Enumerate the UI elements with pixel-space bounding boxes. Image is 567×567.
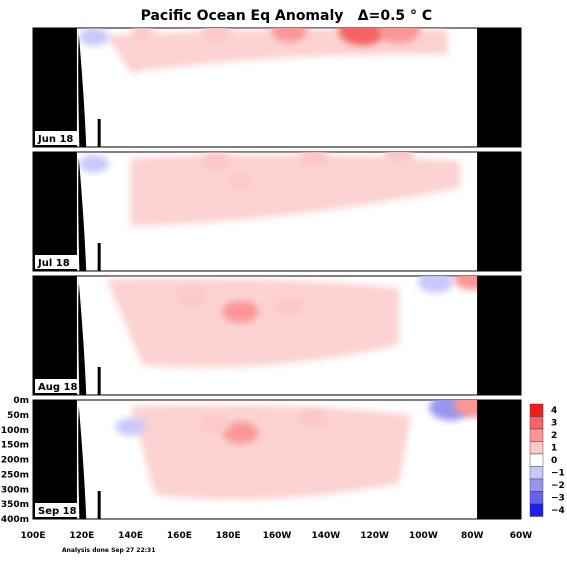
depth-tick-label: 350m [1,500,29,510]
longitude-tick-label: 100E [21,531,46,541]
colorbar-label: 1 [551,444,557,454]
anomaly-blob [417,276,454,293]
longitude-axis: 100E 120E 140E 160E 180E 160W 140W 120W 100W 80W 6… [21,531,533,541]
anomaly-blob [378,28,420,44]
colorbar-label: 3 [551,419,557,429]
colorbar-label: 0 [551,456,557,466]
anomaly-blob [222,300,259,323]
longitude-tick-label: 140W [311,531,340,541]
anomaly-blob [115,417,146,436]
panel-label: Jun 18 [35,131,79,145]
panel-4: Sep 18 [32,399,522,520]
anomaly-field [130,404,412,500]
longitude-tick-label: 160W [263,531,292,541]
panel-3: Aug 18 [32,275,522,396]
longitude-tick-label: 80W [461,531,484,541]
longitude-tick-label: 120W [360,531,389,541]
land-mask-islands [97,119,101,147]
anomaly-blob [298,408,329,427]
anomaly-blob [384,152,414,164]
panel-2: Jul 18 [32,151,522,272]
longitude-tick-label: 120E [69,531,94,541]
anomaly-blob [176,287,207,306]
longitude-tick-label: 60W [510,531,533,541]
depth-axis: 0m 50m 100m 150m 200m 250m 300m 350m 400m [1,396,29,525]
depth-tick-label: 400m [1,515,29,525]
panel-label: Jul 18 [35,255,79,269]
panel-label-text: Sep 18 [38,506,77,517]
panels: Jun 18 Jul 18 Aug 18 Sep 18 [32,27,522,520]
depth-tick-label: 50m [7,411,29,421]
land-mask-west [33,152,77,271]
land-mask-west [33,28,77,147]
colorbar-swatch [529,403,544,417]
colorbar-label: −4 [551,506,565,516]
colorbar-swatch [529,503,544,517]
colorbar-swatch [529,466,544,480]
anomaly-blob [228,174,253,189]
panel-label: Sep 18 [35,503,79,517]
chart-title: Pacific Ocean Eq Anomaly [141,8,344,24]
anomaly-blob [79,28,109,46]
anomaly-blob [338,28,387,46]
colorbar-swatch [529,478,544,492]
land-mask-islands [78,282,87,395]
colorbar-swatch [529,491,544,505]
colorbar-label: −1 [551,469,565,479]
depth-tick-label: 150m [1,441,29,451]
anomaly-blob [201,152,231,170]
panel-1: Jun 18 [32,27,522,148]
colorbar-label: −3 [551,494,565,504]
colorbar-swatch [529,441,544,455]
anomaly-blob [201,414,231,433]
contour-interval-label: Δ=0.5 ° C [358,8,432,24]
anomaly-blob [79,154,109,173]
panel-label-text: Aug 18 [38,382,77,393]
land-mask-islands [78,34,87,147]
colorbar-swatch [529,416,544,430]
colorbar: 4 3 2 1 0 −1 −2 −3 −4 [529,403,565,517]
land-mask-east [477,28,521,147]
depth-tick-label: 100m [1,426,29,436]
colorbar-label: −2 [551,481,565,491]
depth-tick-label: 250m [1,470,29,480]
anomaly-blob [298,152,329,167]
anomaly-blob [82,298,106,313]
colorbar-label: 2 [551,431,557,441]
anomaly-blob [130,28,155,40]
land-mask-east [477,152,521,271]
depth-tick-label: 0m [13,396,29,406]
land-mask-islands [97,367,101,395]
land-mask-islands [78,406,87,519]
panel-label-text: Jul 18 [37,258,70,269]
land-mask-east [477,276,521,395]
colorbar-label: 4 [551,406,557,416]
depth-tick-label: 300m [1,485,29,495]
longitude-tick-label: 180E [216,531,241,541]
depth-tick-label: 200m [1,456,29,466]
land-mask-islands [97,243,101,271]
analysis-note: Analysis done Sep 27 22:31 [62,547,155,554]
longitude-tick-label: 140E [118,531,143,541]
colorbar-swatch [529,453,544,467]
land-mask-east [477,400,521,519]
anomaly-blob [271,28,308,42]
panel-label-text: Jun 18 [37,134,73,145]
panel-label: Aug 18 [35,379,79,393]
longitude-tick-label: 100W [409,531,438,541]
anomaly-blob [274,296,305,315]
anomaly-blob [201,28,231,42]
anomaly-blob [222,421,259,444]
land-mask-west [33,276,77,395]
land-mask-west [33,400,77,519]
land-mask-islands [78,158,87,271]
anomaly-field [130,154,460,227]
colorbar-swatch [529,428,544,442]
longitude-tick-label: 160E [167,531,192,541]
land-mask-islands [97,491,101,519]
